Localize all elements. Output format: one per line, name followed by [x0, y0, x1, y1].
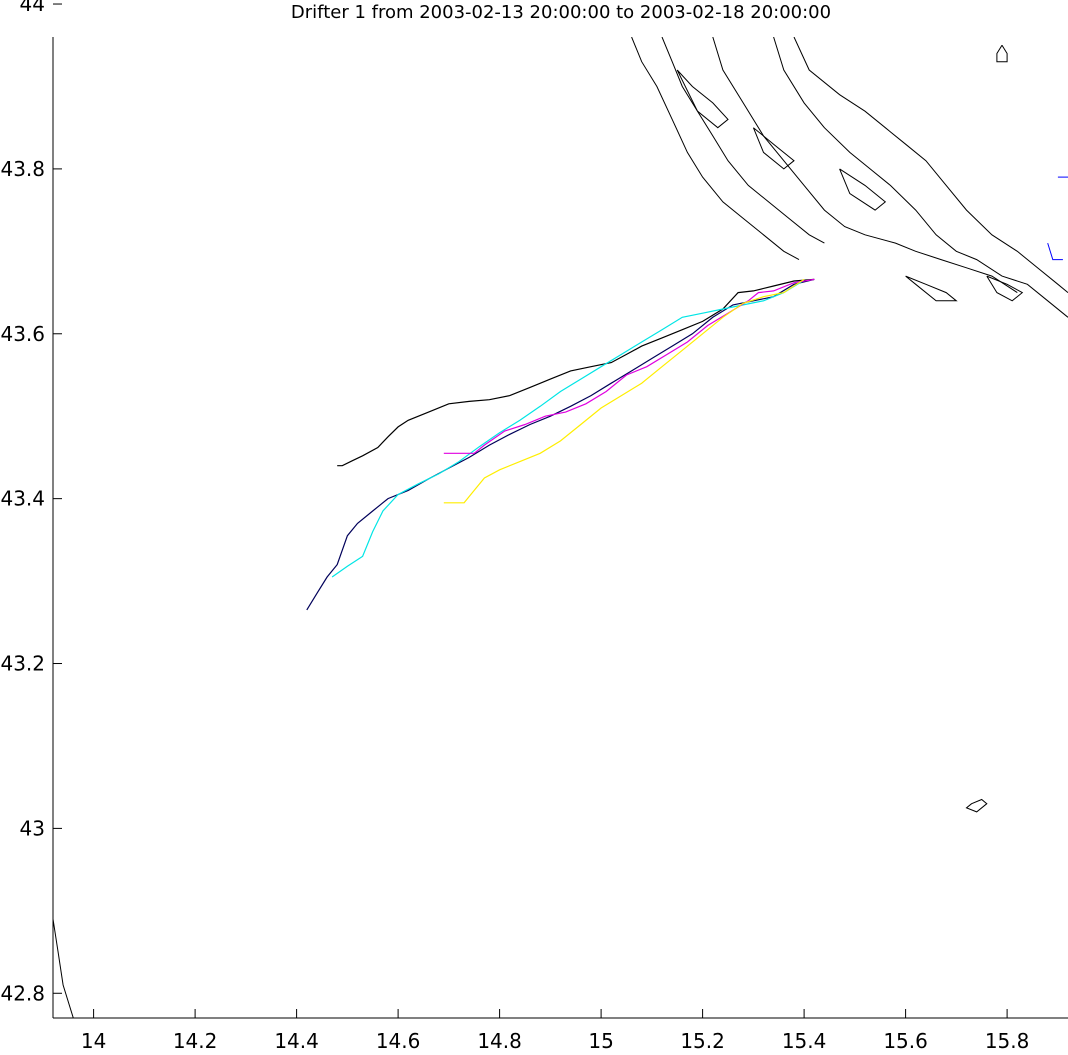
- x-tick-label: 14: [81, 1029, 106, 1053]
- drifter-track-3: [331, 279, 805, 578]
- drifter-track-1: [337, 278, 815, 467]
- x-tick-label: 14.6: [376, 1029, 421, 1053]
- x-tick-label: 14.2: [173, 1029, 218, 1053]
- x-tick-label: 15.6: [883, 1029, 928, 1053]
- x-tick-label: 15: [588, 1029, 613, 1053]
- plot-area: [53, 37, 1068, 1018]
- coastline-8: [839, 168, 887, 211]
- coastline-13: [53, 919, 74, 1018]
- y-tick-label: 42.8: [0, 981, 45, 1005]
- drifter-track-4: [443, 278, 815, 454]
- y-tick-label: 44: [20, 0, 45, 16]
- y-tick-label: 43: [20, 816, 45, 840]
- coastline-3: [712, 37, 1018, 294]
- coastline-9: [905, 275, 958, 302]
- y-tick-label: 43.6: [0, 322, 45, 346]
- coastline-1: [793, 37, 1068, 293]
- coastline-6: [676, 69, 729, 129]
- coastline-7: [752, 127, 795, 170]
- x-tick-label: 14.8: [477, 1029, 522, 1053]
- coastline-10: [986, 275, 1024, 302]
- drifter-track-2: [306, 278, 815, 611]
- y-tick-label: 43.4: [0, 487, 45, 511]
- coastline-2: [773, 37, 1068, 318]
- x-tick-label: 15.8: [985, 1029, 1030, 1053]
- y-tick-label: 43.8: [0, 157, 45, 181]
- coastline-4: [661, 37, 825, 244]
- x-tick-label: 14.4: [274, 1029, 319, 1053]
- x-tick-label: 15.2: [680, 1029, 725, 1053]
- chart-title: Drifter 1 from 2003-02-13 20:00:00 to 20…: [291, 2, 831, 23]
- coastline-12: [965, 798, 988, 813]
- coastline-11: [996, 44, 1008, 63]
- x-tick-label: 15.4: [782, 1029, 827, 1053]
- drifter-track-5: [443, 278, 805, 504]
- blue-mark-2: [1047, 242, 1063, 261]
- coastline-5: [631, 37, 800, 261]
- y-tick-label: 43.2: [0, 652, 45, 676]
